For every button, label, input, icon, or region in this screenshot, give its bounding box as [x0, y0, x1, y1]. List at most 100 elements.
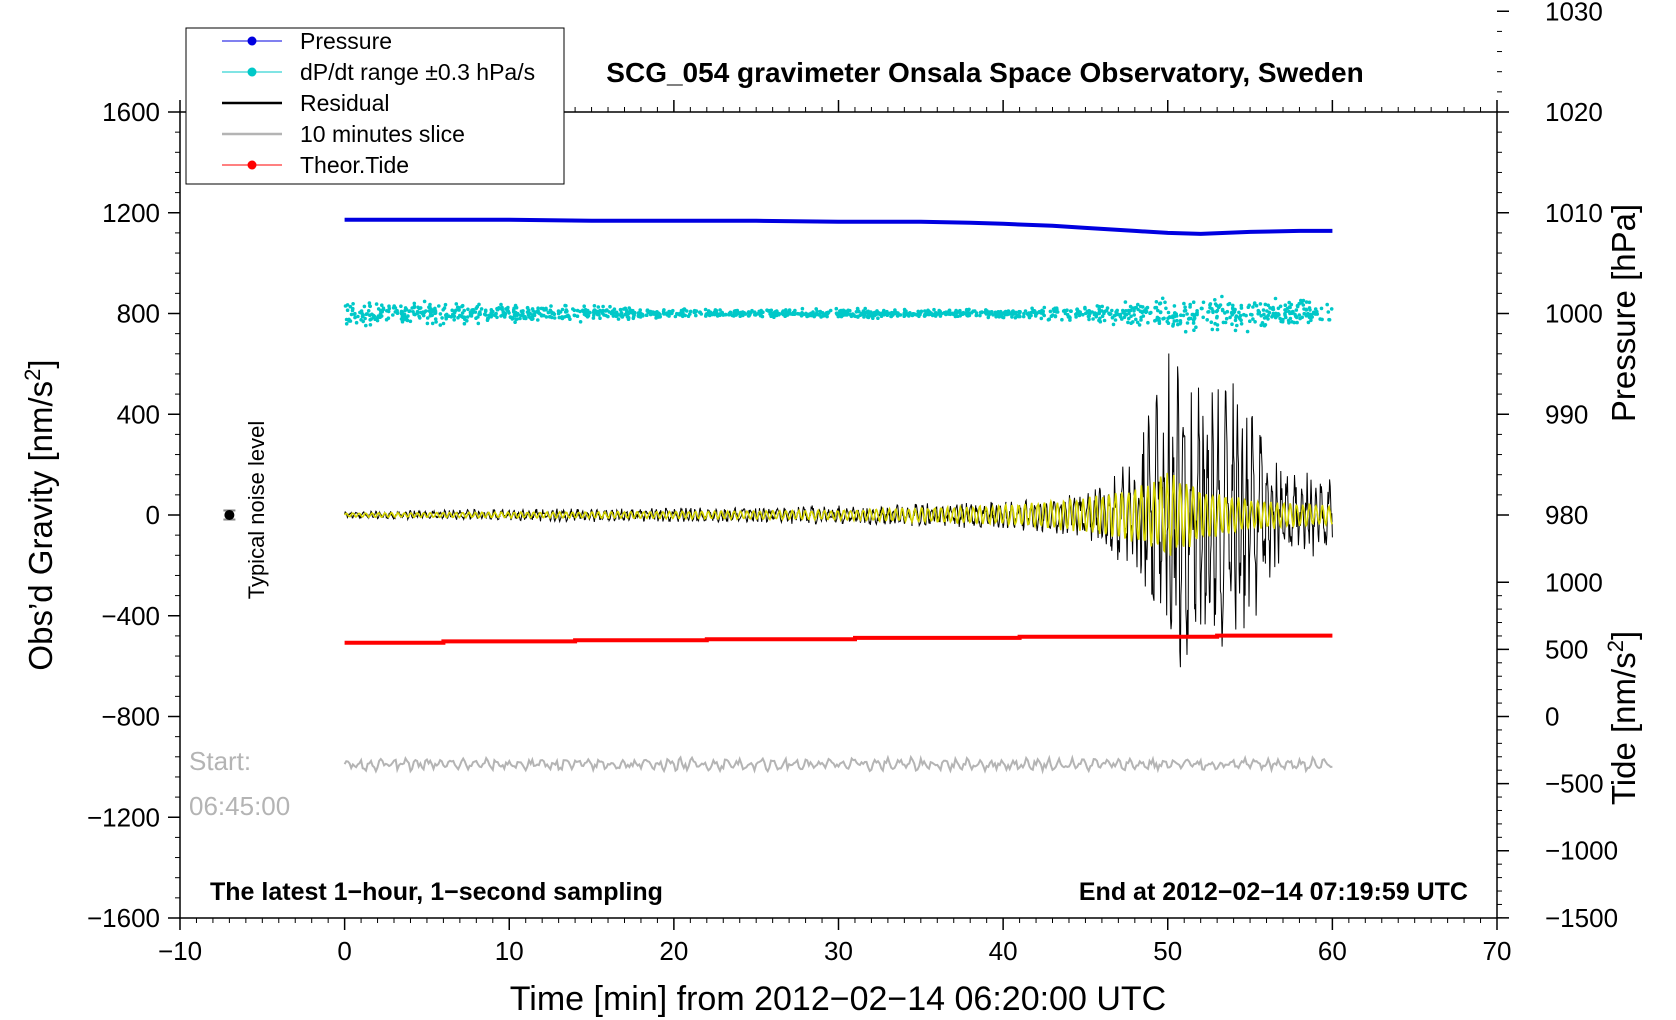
dpdt-point [907, 313, 911, 318]
slice-line [343, 754, 1333, 775]
dpdt-point [386, 309, 391, 314]
dpdt-point [1178, 320, 1183, 325]
dpdt-point [361, 319, 366, 324]
dpdt-point [486, 316, 491, 321]
dpdt-point [441, 308, 446, 312]
dpdt-point [434, 320, 438, 324]
dpdt-point [694, 313, 698, 318]
y-tick-label: 1600 [102, 97, 160, 127]
dpdt-point [362, 304, 367, 309]
dpdt-point [500, 307, 505, 312]
dpdt-point [586, 313, 591, 318]
dpdt-point [595, 312, 600, 317]
dpdt-point [403, 306, 408, 310]
dpdt-point [1166, 321, 1171, 326]
dpdt-point [825, 311, 829, 315]
dpdt-point [1100, 314, 1105, 319]
dpdt-point [452, 318, 457, 322]
dpdt-point [1154, 300, 1159, 304]
dpdt-point [835, 311, 839, 316]
dpdt-point [1306, 320, 1311, 325]
dpdt-point [1018, 310, 1022, 314]
dpdt-point [1144, 310, 1148, 315]
dpdt-point [523, 315, 527, 319]
dpdt-point [1235, 323, 1239, 328]
dpdt-point [1263, 302, 1268, 307]
dpdt-point [1299, 298, 1303, 303]
dpdt-point [841, 308, 846, 313]
dpdt-point [714, 308, 718, 313]
dpdt-point [591, 316, 596, 320]
dpdt-point [1213, 298, 1217, 302]
dpdt-point [493, 313, 497, 318]
dpdt-point [613, 311, 617, 315]
dpdt-point [444, 316, 449, 321]
y-tick-label: 1200 [102, 198, 160, 228]
dpdt-point [399, 317, 404, 321]
dpdt-point [1075, 307, 1079, 312]
dpdt-point [1194, 312, 1199, 316]
dpdt-point [356, 314, 360, 319]
dpdt-point [1248, 319, 1252, 324]
dpdt-point [1319, 306, 1324, 311]
dpdt-point [1201, 300, 1206, 305]
dpdt-point [507, 311, 511, 315]
dpdt-point [624, 308, 629, 313]
dpdt-point [454, 308, 458, 313]
pressure-tick-label: 980 [1545, 500, 1588, 530]
dpdt-point [462, 321, 467, 326]
dpdt-point [848, 313, 853, 317]
dpdt-point [582, 304, 586, 309]
dpdt-point [1191, 312, 1195, 317]
dpdt-point [1102, 318, 1107, 323]
dpdt-point [1181, 313, 1186, 318]
dpdt-point [536, 306, 540, 311]
dpdt-point [1215, 315, 1219, 320]
dpdt-point [1234, 315, 1238, 320]
dpdt-point [1188, 305, 1192, 309]
dpdt-point [1278, 304, 1283, 309]
noise-marker [224, 510, 235, 520]
dpdt-point [1210, 307, 1214, 311]
dpdt-point [502, 315, 507, 319]
dpdt-point [1158, 301, 1163, 306]
dpdt-point [611, 314, 616, 318]
dpdt-point [1232, 309, 1237, 314]
dpdt-point [1110, 308, 1114, 313]
dpdt-point [1022, 311, 1026, 316]
dpdt-point [363, 316, 367, 321]
dpdt-point [994, 312, 998, 317]
dpdt-point [896, 314, 900, 318]
dpdt-point [1153, 305, 1157, 310]
dpdt-point [470, 311, 474, 316]
dpdt-point [440, 316, 444, 320]
dpdt-point [1120, 317, 1124, 321]
dpdt-point [450, 308, 455, 313]
dpdt-point [1160, 296, 1165, 301]
dpdt-point [604, 313, 608, 318]
y-tick-label: −800 [101, 702, 160, 732]
dpdt-point [510, 317, 515, 321]
dpdt-point [815, 309, 819, 314]
dpdt-point [476, 321, 481, 326]
dpdt-point [525, 305, 530, 310]
dpdt-point [1271, 311, 1276, 316]
dpdt-point [387, 304, 391, 309]
dpdt-point [497, 306, 501, 310]
dpdt-point [1329, 307, 1334, 311]
dpdt-point [1294, 315, 1299, 320]
dpdt-point [898, 313, 903, 317]
dpdt-point [738, 314, 742, 319]
dpdt-point [1254, 303, 1259, 308]
dpdt-point [518, 316, 522, 321]
dpdt-point [588, 310, 592, 315]
dpdt-point [1130, 306, 1135, 310]
dpdt-point [654, 316, 658, 320]
dpdt-point [1139, 315, 1143, 320]
dpdt-point [504, 307, 508, 311]
dpdt-point [478, 312, 483, 317]
legend-swatch-marker [247, 67, 257, 77]
dpdt-point [1179, 313, 1183, 318]
dpdt-point [834, 306, 839, 311]
